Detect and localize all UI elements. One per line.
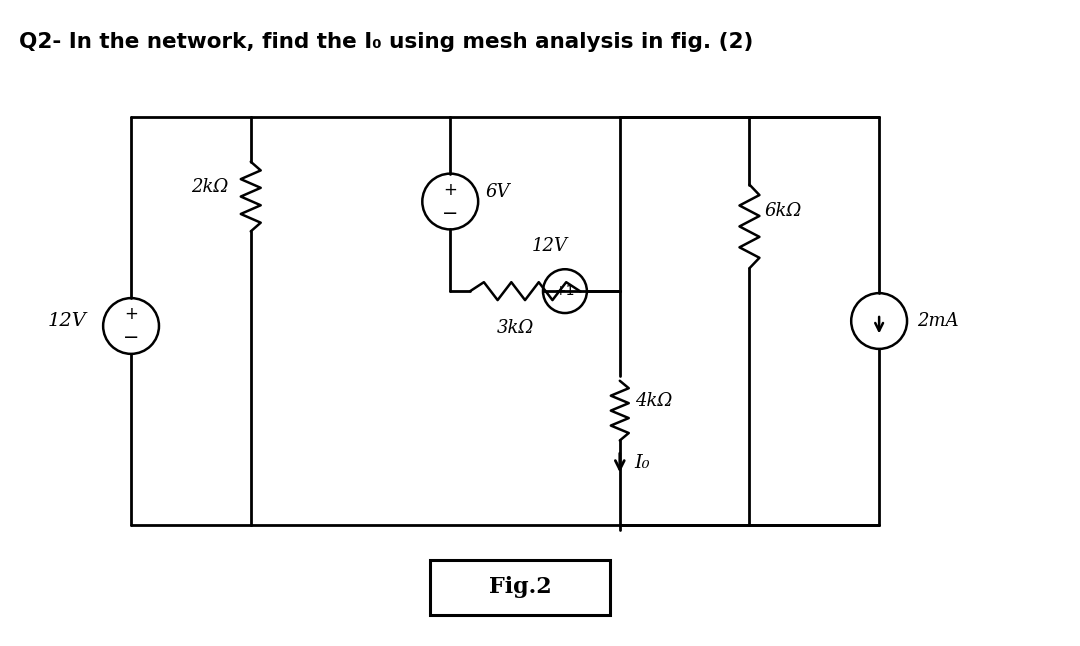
Text: −: − bbox=[123, 328, 139, 347]
Text: Q2- In the network, find the I₀ using mesh analysis in fig. (2): Q2- In the network, find the I₀ using me… bbox=[19, 32, 754, 52]
Text: 4kΩ: 4kΩ bbox=[635, 391, 672, 410]
Text: 6V: 6V bbox=[485, 183, 510, 200]
Text: +: + bbox=[443, 181, 457, 199]
Text: −: − bbox=[442, 203, 458, 223]
Text: I₀: I₀ bbox=[635, 454, 650, 472]
FancyBboxPatch shape bbox=[430, 560, 610, 615]
Text: +: + bbox=[124, 306, 138, 323]
Text: +1: +1 bbox=[555, 284, 576, 298]
Text: 3kΩ: 3kΩ bbox=[497, 319, 534, 337]
Text: 12V: 12V bbox=[48, 312, 86, 330]
Text: 2mA: 2mA bbox=[917, 312, 959, 330]
Text: 12V: 12V bbox=[532, 237, 568, 255]
Text: 6kΩ: 6kΩ bbox=[765, 202, 801, 220]
Text: Fig.2: Fig.2 bbox=[488, 576, 552, 598]
Text: 2kΩ: 2kΩ bbox=[191, 178, 229, 196]
